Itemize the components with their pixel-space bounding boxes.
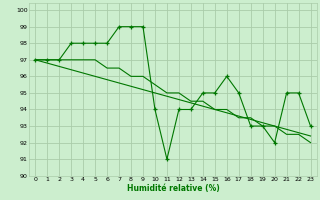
X-axis label: Humidité relative (%): Humidité relative (%) bbox=[126, 184, 219, 193]
